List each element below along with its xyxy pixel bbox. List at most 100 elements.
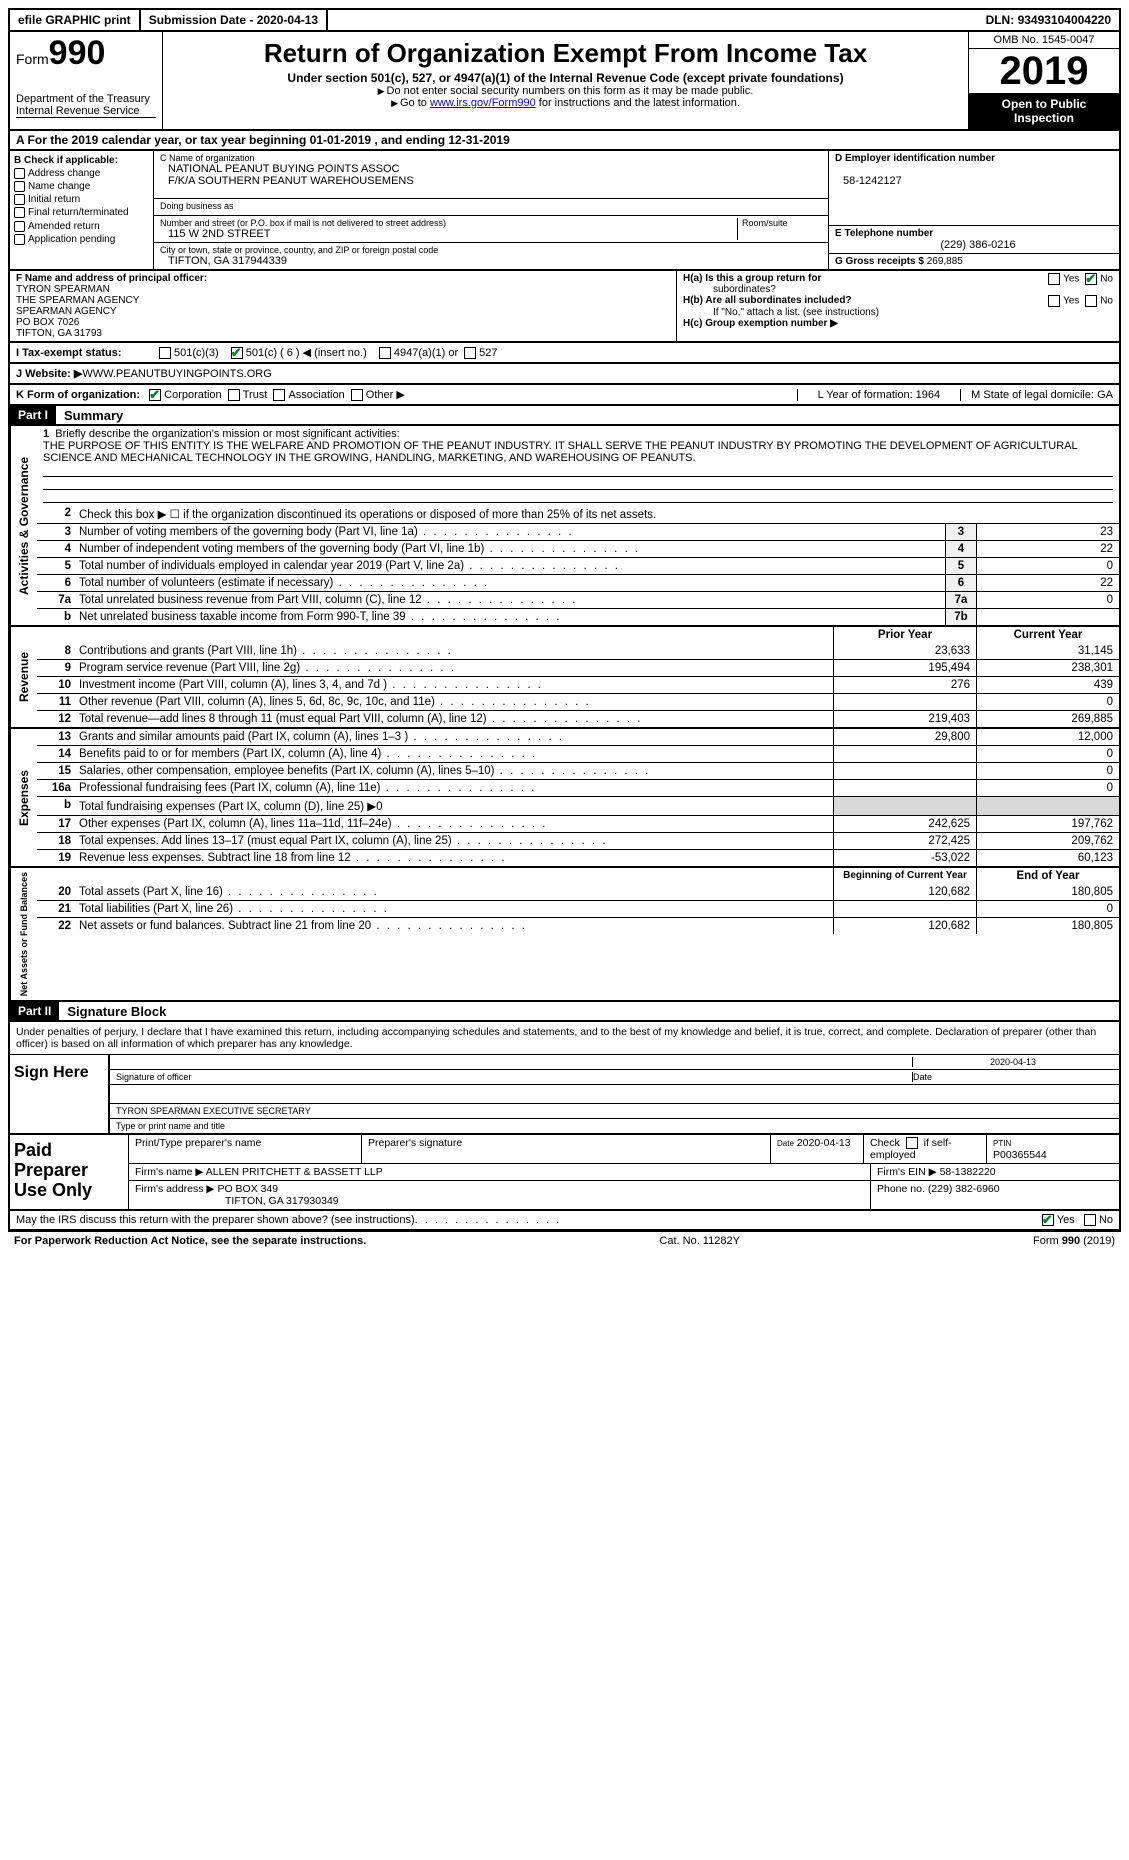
footer-row: For Paperwork Reduction Act Notice, see … [8,1231,1121,1250]
topbar: efile GRAPHIC print Submission Date - 20… [8,8,1121,32]
chk-527[interactable] [464,347,476,359]
discuss-line: May the IRS discuss this return with the… [8,1211,1121,1231]
sidelabel-governance: Activities & Governance [10,426,37,625]
header-mid: Return of Organization Exempt From Incom… [163,32,968,129]
footer-left: For Paperwork Reduction Act Notice, see … [14,1235,366,1247]
sign-here-lbl: Sign Here [10,1055,108,1133]
hdr-end-year: End of Year [976,868,1119,884]
paid-h5-lbl: PTIN [993,1139,1011,1148]
table-row: 19Revenue less expenses. Subtract line 1… [37,849,1119,866]
gov-row: 7aTotal unrelated business revenue from … [37,591,1119,608]
org-name-1: NATIONAL PEANUT BUYING POINTS ASSOC [160,163,822,175]
subdate-val: 2020-04-13 [257,13,318,27]
col-b-title: B Check if applicable: [14,155,149,166]
chk-final[interactable]: Final return/terminated [14,207,149,218]
dln-val: 93493104004220 [1018,13,1111,27]
submission-date: Submission Date - 2020-04-13 [141,10,328,30]
ha-no-chk[interactable] [1085,273,1097,285]
irs-link[interactable]: www.irs.gov/Form990 [430,97,536,109]
ein-val: 58-1242127 [835,175,1113,187]
chk-other[interactable] [351,389,363,401]
col-h-group: H(a) Is this a group return for subordin… [677,271,1119,341]
warn-ssn: Do not enter social security numbers on … [387,85,754,97]
street-lbl: Number and street (or P.O. box if mail i… [160,218,737,228]
org-name-2: F/K/A SOUTHERN PEANUT WAREHOUSEMENS [160,175,822,187]
table-row: 16aProfessional fundraising fees (Part I… [37,779,1119,796]
chk-pending[interactable]: Application pending [14,234,149,245]
signature-block: Under penalties of perjury, I declare th… [8,1022,1121,1135]
firm-addr1: PO BOX 349 [217,1183,278,1195]
part2-title: Signature Block [59,1004,166,1019]
table-row: 10Investment income (Part VIII, column (… [37,676,1119,693]
hb-line1: H(b) Are all subordinates included? [683,295,852,306]
hb-no-chk[interactable] [1085,295,1097,307]
opt-assoc: Association [288,389,344,401]
form-num: 990 [49,34,106,72]
line-i-taxstatus: I Tax-exempt status: 501(c)(3) 501(c) ( … [8,343,1121,364]
section-revenue: Revenue Prior Year Current Year 8Contrib… [8,627,1121,729]
opt-trust: Trust [243,389,268,401]
opt-corp: Corporation [164,389,221,401]
chk-corp[interactable] [149,389,161,401]
dba-lbl: Doing business as [154,198,828,213]
table-row: 20Total assets (Part X, line 16)120,6821… [37,884,1119,900]
website-val: WWW.PEANUTBUYINGPOINTS.ORG [82,368,271,380]
chk-501c3[interactable] [159,347,171,359]
hc-line: H(c) Group exemption number ▶ [683,318,1113,329]
chk-4947[interactable] [379,347,391,359]
paid-preparer-block: Paid Preparer Use Only Print/Type prepar… [8,1135,1121,1211]
tel-val: (229) 386-0216 [835,239,1113,251]
part1-header-row: Part I Summary [8,406,1121,426]
sidelabel-expenses: Expenses [10,729,37,866]
firm-phone-lbl: Phone no. [877,1183,925,1195]
chk-name[interactable]: Name change [14,181,149,192]
gov-row: 6Total number of volunteers (estimate if… [37,574,1119,591]
table-row: 14Benefits paid to or for members (Part … [37,745,1119,762]
opt-other: Other ▶ [366,388,405,401]
line-k-formorg: K Form of organization: Corporation Trus… [8,385,1121,406]
sign-name-lbl: Type or print name and title [110,1118,1119,1133]
form-header: Form990 Department of the Treasury Inter… [8,32,1121,131]
formorg-lbl: K Form of organization: [16,389,140,401]
discuss-yes-chk[interactable] [1042,1214,1054,1226]
chk-trust[interactable] [228,389,240,401]
table-row: 21Total liabilities (Part X, line 26)0 [37,900,1119,917]
section-governance: Activities & Governance 1 Briefly descri… [8,426,1121,627]
officer-l5: TIFTON, GA 31793 [16,328,670,339]
discuss-yes: Yes [1057,1214,1075,1226]
form-title: Return of Organization Exempt From Incom… [169,38,962,69]
chk-amended[interactable]: Amended return [14,221,149,232]
paid-h3: 2020-04-13 [797,1137,851,1149]
table-row: 11Other revenue (Part VIII, column (A), … [37,693,1119,710]
hb-line2: If "No," attach a list. (see instruction… [683,307,1113,318]
officer-l4: PO BOX 7026 [16,317,670,328]
part2-header-row: Part II Signature Block [8,1002,1121,1022]
subdate-lbl: Submission Date - [149,13,257,27]
chk-initial-lbl: Initial return [28,194,80,205]
part1-title: Summary [56,408,123,423]
chk-initial[interactable]: Initial return [14,194,149,205]
discuss-no-chk[interactable] [1084,1214,1096,1226]
chk-assoc[interactable] [273,389,285,401]
chk-final-lbl: Final return/terminated [28,208,129,219]
firm-phone: (229) 382-6960 [928,1183,1000,1195]
chk-address[interactable]: Address change [14,168,149,179]
gov-row: 5Total number of individuals employed in… [37,557,1119,574]
chk-self-employed[interactable] [906,1137,918,1149]
paid-h4a: Check [870,1137,900,1149]
table-row: 22Net assets or fund balances. Subtract … [37,917,1119,934]
year-formation: L Year of formation: 1964 [797,389,961,401]
gross-lbl: G Gross receipts $ [835,256,927,267]
chk-501c[interactable] [231,347,243,359]
ein-lbl: D Employer identification number [835,153,1113,164]
ha-yes-chk[interactable] [1048,273,1060,285]
form-subtitle: Under section 501(c), 527, or 4947(a)(1)… [169,71,962,85]
dept-irs: Internal Revenue Service [16,105,156,118]
hb-yes-chk[interactable] [1048,295,1060,307]
col-c-org: C Name of organization NATIONAL PEANUT B… [154,151,829,269]
suite-lbl: Room/suite [742,218,822,228]
table-row: 15Salaries, other compensation, employee… [37,762,1119,779]
ha-line1: H(a) Is this a group return for [683,273,821,284]
website-lbl: J Website: ▶ [16,367,82,380]
officer-lbl: F Name and address of principal officer: [16,273,670,284]
